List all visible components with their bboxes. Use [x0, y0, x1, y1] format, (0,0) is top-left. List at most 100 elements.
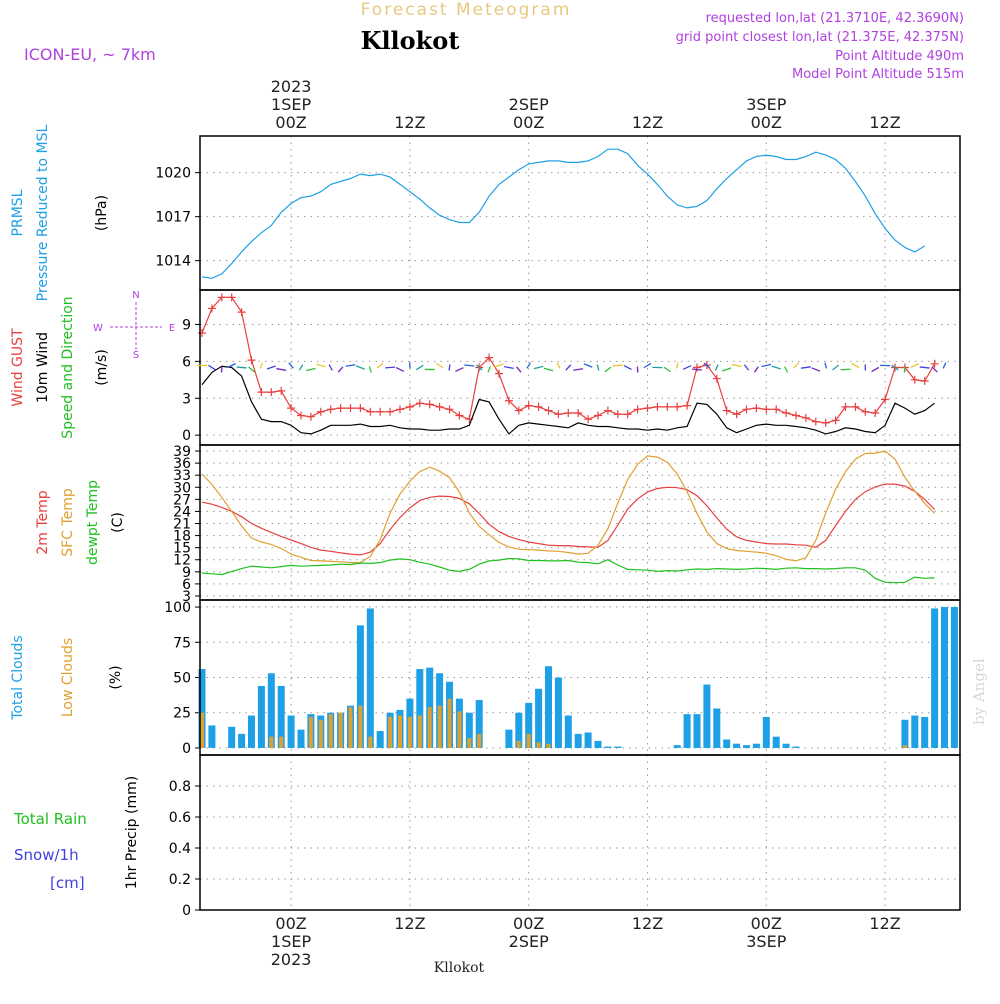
top-axis-label: 3SEP — [746, 95, 786, 114]
compass-w: W — [93, 323, 103, 334]
gust-marker — [594, 411, 602, 419]
total-cloud-bar — [595, 741, 602, 748]
wind-arrow — [396, 368, 404, 372]
gust-marker — [931, 360, 939, 368]
wind-arrow — [464, 365, 474, 366]
wind-arrow — [677, 363, 678, 369]
total-cloud-bar — [951, 607, 958, 748]
gust-marker — [267, 388, 275, 396]
chart-title: Forecast Meteogram — [361, 0, 572, 20]
wind-arrow — [410, 363, 411, 369]
gust-marker — [614, 410, 622, 418]
wind-arrow — [329, 365, 332, 371]
wind-arrow — [377, 363, 383, 368]
total-cloud-bar — [901, 720, 908, 748]
axis-label: 10m Wind — [35, 332, 51, 403]
axis-label: (%) — [108, 665, 124, 689]
gust-marker — [752, 404, 760, 412]
gust-marker — [792, 411, 800, 419]
bottom-axis-label: 00Z — [275, 914, 306, 933]
total-cloud-bar — [941, 607, 948, 748]
wind-arrow — [692, 369, 702, 370]
wind-arrow — [385, 367, 395, 368]
y-tick-label: 0 — [182, 903, 191, 919]
bottom-axis-label: 2023 — [271, 950, 312, 969]
wind-arrow — [597, 365, 599, 371]
low-cloud-bar — [438, 706, 442, 748]
gust-marker — [317, 408, 325, 416]
low-cloud-bar — [903, 745, 907, 748]
y-tick-label: 0 — [182, 741, 191, 757]
legend-snow-unit: [cm] — [50, 874, 85, 892]
y-tick-label: 1020 — [155, 166, 191, 182]
gust-marker — [653, 403, 661, 411]
wind-arrow — [920, 367, 930, 368]
gust-marker — [802, 414, 810, 422]
chart-panels: 1014101710200369369121518212427303336390… — [10, 124, 960, 919]
wind-arrow — [613, 365, 623, 366]
gust-marker — [851, 403, 859, 411]
total-cloud-bar — [298, 730, 305, 748]
gust-marker — [356, 404, 364, 412]
bottom-axis-label: 12Z — [632, 914, 663, 933]
gust-marker — [386, 408, 394, 416]
top-axis-label: 2023 — [271, 77, 312, 96]
panel-frame — [200, 136, 960, 290]
wind-arrow — [316, 364, 325, 366]
y-tick-label: 9 — [182, 317, 191, 333]
gust-marker — [228, 293, 236, 301]
wind-arrow — [911, 364, 919, 368]
low-cloud-bar — [319, 720, 323, 748]
top-axis-label: 00Z — [275, 113, 306, 132]
gust-marker — [495, 370, 503, 378]
low-cloud-bar — [398, 716, 402, 748]
panel-frame — [200, 755, 960, 910]
low-cloud-bar — [418, 716, 422, 748]
wind-arrow — [825, 363, 827, 369]
y-tick-label: 0 — [182, 428, 191, 444]
gust-marker — [822, 419, 830, 427]
compass-s: S — [133, 350, 139, 361]
wind-arrow — [762, 364, 771, 366]
wind-arrow — [794, 363, 799, 368]
low-cloud-bar — [547, 744, 551, 748]
bottom-axis-label: 1SEP — [271, 932, 311, 951]
axis-label: (C) — [110, 512, 126, 533]
axis-label: 2m Temp — [35, 490, 51, 554]
gust-marker — [564, 409, 572, 417]
total-cloud-bar — [773, 737, 780, 748]
gust-marker — [673, 403, 681, 411]
gust-marker — [376, 408, 384, 416]
wind-arrow — [527, 363, 531, 369]
low-cloud-bar — [349, 707, 353, 748]
wind-arrow — [566, 365, 571, 370]
legend-snow: Snow/1h — [14, 846, 79, 864]
y-tick-label: 50 — [173, 671, 191, 687]
wind-arrow — [306, 368, 315, 370]
low-cloud-bar — [329, 714, 333, 748]
gust-marker — [812, 418, 820, 426]
total-cloud-bar — [614, 747, 621, 748]
gust-marker — [396, 405, 404, 413]
total-cloud-bar — [208, 725, 215, 748]
y-tick-label: 0.8 — [169, 779, 191, 795]
grid-point-coords: grid point closest lon,lat (21.375E, 42.… — [676, 30, 964, 45]
total-cloud-bar — [258, 686, 265, 748]
gust-marker — [842, 403, 850, 411]
wind-arrow — [369, 367, 371, 373]
total-cloud-bar — [911, 716, 918, 748]
y-tick-label: 0.4 — [169, 841, 191, 857]
gust-marker — [248, 356, 256, 364]
panel-frame — [200, 290, 960, 445]
total-cloud-bar — [228, 727, 235, 748]
wind-arrow — [716, 365, 718, 371]
wind-arrow — [517, 367, 521, 372]
wind-arrow — [943, 363, 946, 369]
total-cloud-bar — [713, 709, 720, 748]
y-tick-label: 0.2 — [169, 872, 191, 888]
gust-marker — [327, 405, 335, 413]
gust-marker — [683, 402, 691, 410]
